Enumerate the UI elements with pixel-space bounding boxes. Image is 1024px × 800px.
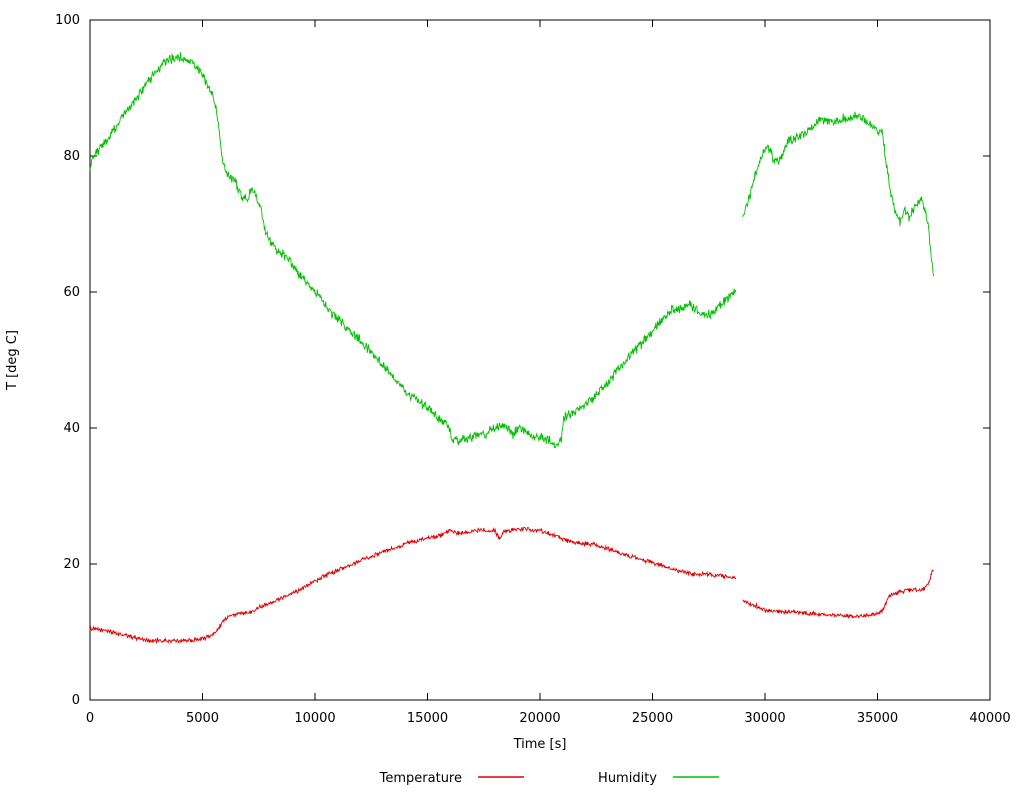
- x-tick-label: 30000: [744, 711, 785, 726]
- x-tick-label: 15000: [407, 711, 448, 726]
- series-temperature-segment-0: [89, 526, 737, 645]
- y-tick-label: 60: [63, 285, 80, 300]
- series-temperature-segment-1: [742, 569, 935, 620]
- y-tick-label: 80: [63, 149, 80, 164]
- x-tick-label: 0: [86, 711, 94, 726]
- x-axis-label: Time [s]: [513, 737, 567, 752]
- y-tick-label: 40: [63, 421, 80, 436]
- series-humidity-segment-0: [89, 52, 737, 449]
- plot-frame: [89, 19, 991, 701]
- x-tick-label: 10000: [294, 711, 335, 726]
- legend-label-temperature: Temperature: [379, 771, 462, 786]
- series-humidity-segment-1: [742, 111, 935, 277]
- y-axis-label: T [deg C]: [5, 330, 20, 391]
- y-tick-label: 20: [63, 557, 80, 572]
- x-tick-label: 40000: [969, 711, 1010, 726]
- legend: Temperature Humidity: [379, 771, 719, 786]
- plot-layer: 0 5000 10000 15000 20000 25000 30000 35000 40000…: [55, 13, 1011, 726]
- x-tick-label: 5000: [186, 711, 219, 726]
- x-tick-label: 20000: [519, 711, 560, 726]
- x-tick-label: 25000: [632, 711, 673, 726]
- y-tick-label: 100: [55, 13, 80, 28]
- y-tick-label: 0: [72, 693, 80, 708]
- x-tick-label: 35000: [857, 711, 898, 726]
- legend-label-humidity: Humidity: [598, 771, 657, 786]
